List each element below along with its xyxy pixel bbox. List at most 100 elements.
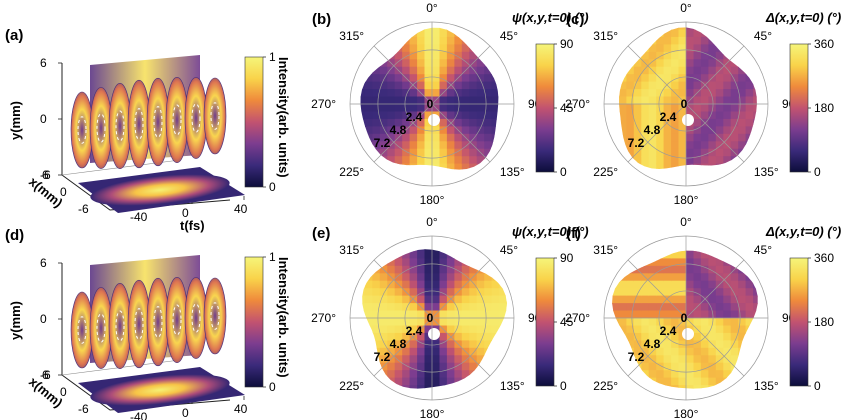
x-tick-label: 6	[42, 368, 49, 382]
map-cell	[402, 44, 411, 53]
map-cell	[671, 332, 680, 341]
map-cell	[372, 340, 381, 349]
map-cell	[432, 377, 441, 386]
map-cell	[663, 104, 672, 113]
map-cell	[686, 51, 695, 60]
map-cell	[619, 81, 627, 90]
map-cell	[604, 273, 612, 281]
map-cell	[656, 156, 665, 165]
map-cell	[715, 332, 724, 341]
map-cell	[432, 36, 441, 45]
map-cell	[379, 27, 388, 31]
colorbar-tick-label: 90	[560, 251, 574, 265]
map-cell	[730, 325, 739, 334]
map-cell	[738, 325, 747, 334]
map-cell	[686, 74, 695, 83]
map-cell	[379, 44, 388, 53]
map-cell	[469, 81, 478, 90]
map-cell	[626, 265, 635, 274]
map-cell	[364, 377, 373, 386]
map-cell	[439, 66, 448, 75]
map-cell	[663, 250, 672, 259]
map-cell	[350, 179, 358, 187]
map-cell	[417, 258, 426, 267]
map-cell	[402, 148, 411, 157]
map-cell	[476, 66, 485, 75]
map-cell	[387, 249, 396, 252]
map-cell	[715, 295, 724, 304]
map-cell	[648, 332, 657, 341]
slice-polarization-marks	[96, 313, 106, 343]
map-cell	[715, 303, 724, 312]
map-cell	[693, 340, 702, 349]
map-cell	[626, 303, 635, 312]
panel-title: Δ(x,y,t=0) (°)	[765, 10, 841, 25]
map-cell	[439, 141, 448, 150]
map-cell	[350, 44, 358, 52]
map-cell	[461, 280, 470, 289]
map-cell	[362, 273, 366, 282]
map-cell	[753, 258, 758, 267]
polar-grid-spoke	[373, 45, 433, 105]
x-tick-label: -6	[78, 202, 89, 216]
map-cell	[723, 340, 732, 349]
time-slice	[70, 91, 94, 169]
slice-polarization-marks	[134, 308, 144, 340]
map-cell	[484, 118, 493, 127]
map-cell	[700, 265, 709, 274]
map-cell	[626, 51, 635, 60]
map-cell	[432, 370, 441, 379]
map-cell	[633, 295, 642, 304]
map-cell	[656, 325, 665, 334]
map-cell	[604, 156, 612, 164]
map-cell	[700, 385, 709, 389]
map-cell	[723, 51, 732, 60]
map-cell	[715, 141, 724, 150]
map-cell	[476, 332, 485, 341]
map-cell	[723, 303, 732, 312]
map-cell	[761, 52, 769, 60]
map-cell	[604, 134, 612, 142]
map-cell	[439, 273, 448, 282]
map-cell	[686, 280, 695, 289]
map-cell	[394, 163, 403, 170]
map-cell	[686, 355, 695, 364]
map-cell	[656, 96, 665, 105]
map-cell	[648, 74, 657, 83]
map-cell	[409, 44, 418, 53]
map-cell	[664, 393, 672, 401]
map-cell	[745, 81, 754, 90]
map-cell	[648, 258, 657, 267]
map-cell	[738, 362, 747, 371]
map-cell	[424, 74, 433, 83]
map-cell	[424, 318, 433, 327]
map-cell	[402, 133, 411, 142]
map-cell	[462, 171, 470, 179]
map-cell	[700, 156, 709, 165]
map-cell	[379, 118, 388, 127]
map-cell	[671, 362, 680, 371]
map-cell	[454, 295, 463, 304]
map-cell	[723, 118, 732, 127]
map-cell	[663, 258, 672, 267]
map-cell	[454, 325, 463, 334]
map-cell	[461, 96, 470, 105]
map-cell	[402, 126, 411, 135]
map-cell	[446, 325, 455, 334]
map-cell	[454, 74, 463, 83]
map-cell	[700, 258, 709, 267]
map-cell	[409, 96, 418, 105]
map-cell	[663, 51, 672, 60]
map-cell	[499, 119, 507, 127]
map-cell	[350, 59, 358, 67]
map-cell	[409, 74, 418, 83]
map-cell	[715, 36, 724, 45]
map-cell	[484, 96, 493, 105]
map-cell	[476, 51, 485, 60]
map-cell	[686, 377, 695, 386]
map-cell	[626, 273, 635, 282]
map-cell	[506, 273, 507, 282]
map-cell	[394, 59, 403, 68]
map-cell	[424, 89, 433, 98]
map-cell	[745, 163, 754, 170]
